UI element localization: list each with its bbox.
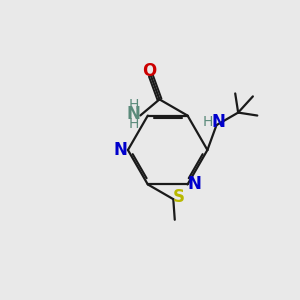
Text: N: N [188, 176, 202, 194]
Text: S: S [172, 188, 184, 206]
Text: N: N [127, 105, 141, 123]
Text: N: N [211, 112, 225, 130]
Text: N: N [114, 141, 128, 159]
Text: H: H [202, 115, 213, 129]
Text: H: H [129, 117, 139, 131]
Text: O: O [142, 62, 157, 80]
Text: H: H [129, 98, 139, 112]
